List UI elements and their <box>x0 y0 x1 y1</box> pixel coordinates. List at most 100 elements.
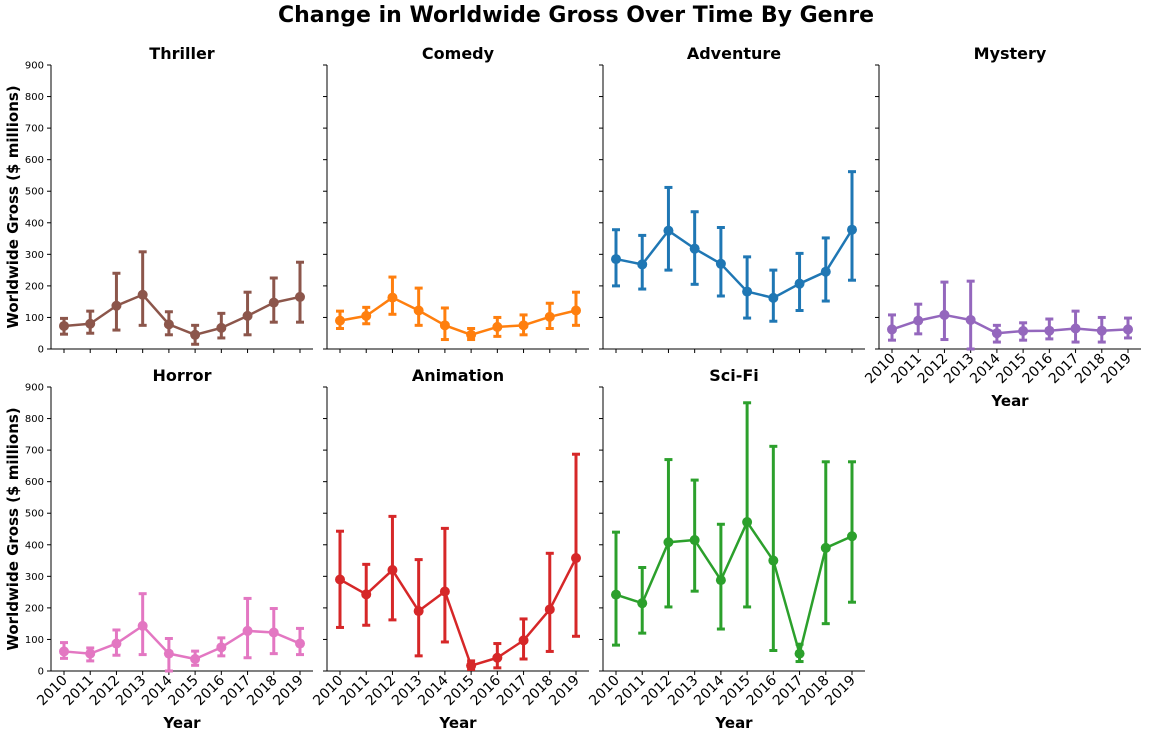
panel-thriller: Thriller 0 100 200 300 400 500 600 700 800 900 Worl… <box>4 44 313 356</box>
data-point <box>163 648 174 659</box>
error-bar <box>743 401 752 609</box>
y-tick-label: 300 <box>25 572 44 583</box>
x-tick-label: 2019 <box>270 673 307 710</box>
x-tick-label: 2019 <box>1098 351 1135 388</box>
y-tick-label: 600 <box>25 477 44 488</box>
panel-title: Sci-Fi <box>709 366 759 385</box>
data-point <box>466 329 477 340</box>
data-point <box>466 660 477 671</box>
data-point <box>913 315 924 326</box>
data-point <box>387 292 398 303</box>
data-point <box>518 320 529 331</box>
data-point <box>242 625 253 636</box>
data-point <box>335 574 345 585</box>
series-line <box>339 296 577 337</box>
y-tick-label: 800 <box>25 414 44 425</box>
data-point <box>137 620 148 631</box>
data-point <box>544 604 555 615</box>
data-point <box>663 225 674 236</box>
series-line <box>339 557 578 667</box>
data-point <box>939 309 950 320</box>
data-point <box>111 300 122 311</box>
error-bar <box>440 526 449 644</box>
data-point <box>295 291 305 302</box>
data-point <box>387 565 398 576</box>
data-point <box>794 278 805 289</box>
data-point <box>715 258 726 269</box>
series-line <box>63 293 301 337</box>
data-point <box>85 648 96 659</box>
y-tick-label: 700 <box>25 446 44 457</box>
panel-title: Animation <box>412 366 504 385</box>
data-point <box>637 259 648 270</box>
data-point <box>742 517 753 528</box>
data-point <box>847 224 857 235</box>
data-point <box>820 542 831 553</box>
y-tick-label: 700 <box>25 124 44 135</box>
data-point <box>1096 325 1107 336</box>
data-point <box>111 638 122 649</box>
y-tick-label: 200 <box>25 281 44 292</box>
data-point <box>1044 325 1055 336</box>
data-point <box>413 606 424 617</box>
panel-sci-fi: Sci-Fi2010201120122013201420152016201720… <box>586 366 865 732</box>
y-tick-label: 100 <box>25 313 44 324</box>
data-point <box>190 654 201 665</box>
error-bar <box>769 444 778 652</box>
y-tick-label: 800 <box>25 92 44 103</box>
data-point <box>742 286 753 297</box>
data-point <box>216 322 227 333</box>
data-point <box>571 305 581 316</box>
data-point <box>413 305 424 316</box>
data-point <box>268 297 279 308</box>
error-bar <box>572 452 580 638</box>
panel-title: Mystery <box>974 44 1047 63</box>
panel-animation: Animation2010201120122013201420152016201… <box>310 366 589 732</box>
y-tick-label: 400 <box>25 540 44 551</box>
x-axis-label: Year <box>714 714 753 732</box>
data-point <box>689 243 700 254</box>
figure-title: Change in Worldwide Gross Over Time By G… <box>277 3 874 28</box>
data-point <box>637 598 648 609</box>
panel-title: Adventure <box>687 44 781 63</box>
series-line <box>615 520 853 655</box>
x-tick-label: 2019 <box>822 673 859 710</box>
data-point <box>361 310 372 321</box>
data-point <box>1123 324 1133 335</box>
y-axis-label: Worldwide Gross ($ millions) <box>4 85 22 328</box>
x-axis-label: Year <box>990 392 1029 410</box>
data-point <box>439 586 450 597</box>
y-tick-label: 900 <box>25 383 44 394</box>
data-point <box>571 553 581 564</box>
series-line <box>891 313 1129 335</box>
data-point <box>190 329 201 340</box>
y-tick-label: 200 <box>25 603 44 614</box>
data-point <box>768 292 779 303</box>
x-axis-label: Year <box>438 714 477 732</box>
panel-adventure: Adventure <box>599 44 865 353</box>
error-bar <box>612 530 620 647</box>
panel-mystery: Mystery201020112012201320142015201620172… <box>862 44 1141 410</box>
data-point <box>137 289 148 300</box>
data-point <box>991 328 1002 339</box>
data-point <box>611 589 621 600</box>
y-tick-label: 900 <box>25 61 44 72</box>
error-bar <box>545 551 554 653</box>
data-point <box>59 320 69 331</box>
error-bar <box>821 460 830 626</box>
panel-title: Comedy <box>422 44 495 63</box>
data-point <box>268 627 279 638</box>
y-tick-label: 100 <box>25 635 44 646</box>
y-tick-label: 0 <box>38 345 44 356</box>
data-point <box>518 635 529 646</box>
data-point <box>1070 323 1081 334</box>
data-point <box>163 319 174 330</box>
data-point <box>715 575 726 586</box>
series-line <box>615 229 854 300</box>
panel-comedy: Comedy <box>323 44 589 353</box>
data-point <box>794 648 805 659</box>
data-point <box>1018 326 1029 337</box>
data-point <box>85 318 96 329</box>
data-point <box>216 642 227 653</box>
